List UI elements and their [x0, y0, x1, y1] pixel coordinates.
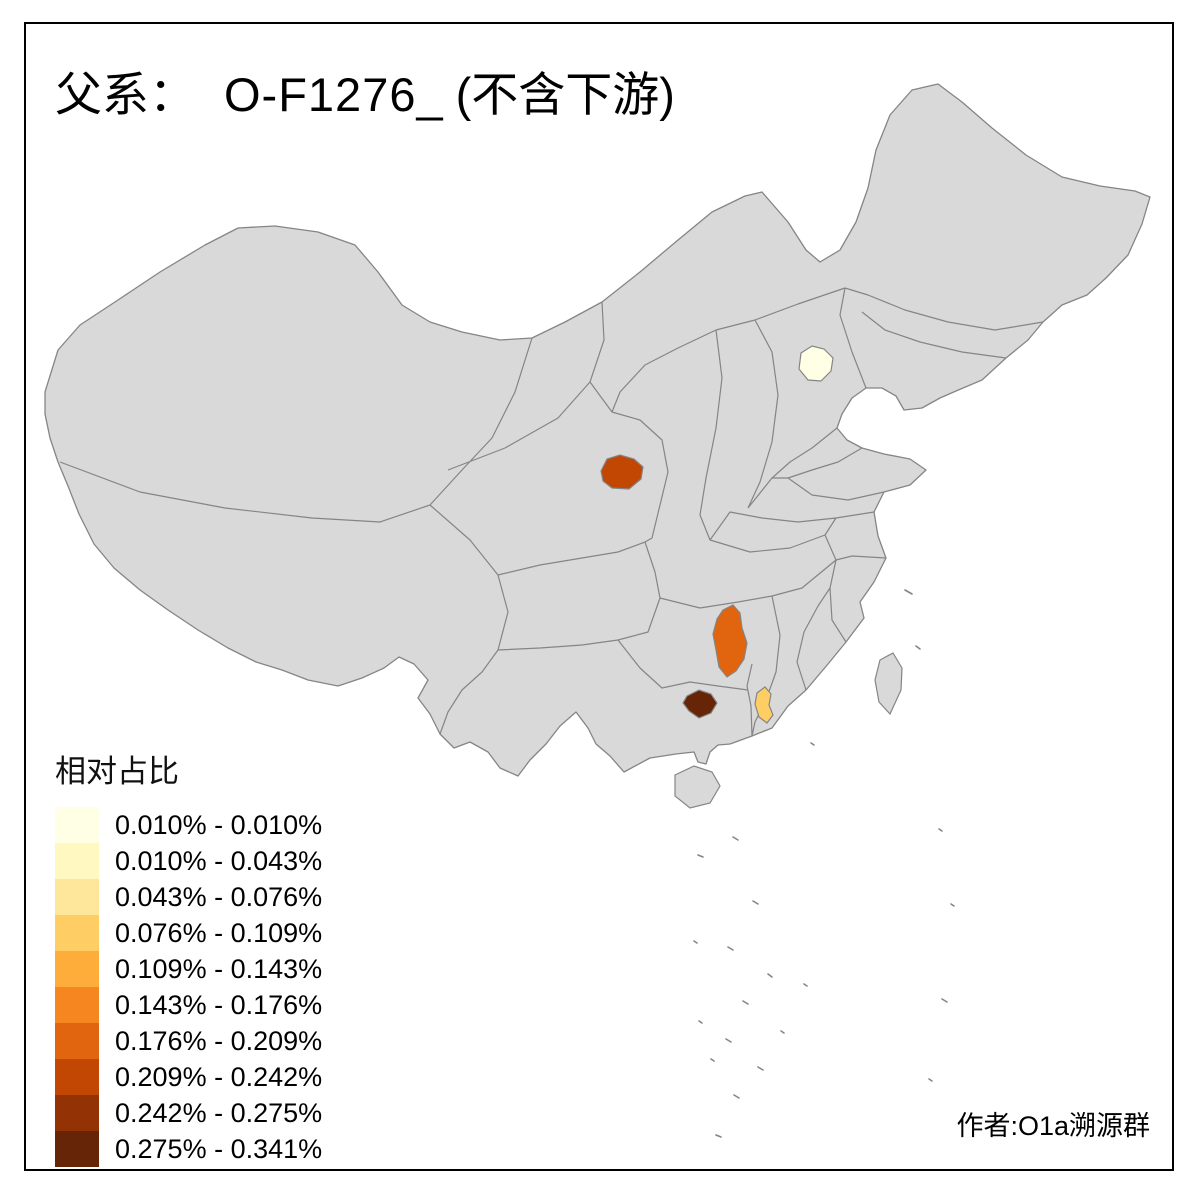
page-title: 父系： O-F1276_ (不含下游) [55, 56, 675, 125]
legend-row: 0.176% - 0.209% [55, 1023, 322, 1059]
legend-row: 0.109% - 0.143% [55, 951, 322, 987]
legend-color-swatch [55, 987, 99, 1023]
legend-range-label: 0.209% - 0.242% [115, 1062, 323, 1092]
region-ningxia-area [600, 454, 644, 490]
legend-range-label: 0.010% - 0.010% [115, 810, 323, 840]
legend-range-label: 0.010% - 0.043% [115, 846, 323, 876]
legend-row: 0.275% - 0.341% [55, 1131, 322, 1167]
title-haplogroup: O-F1276_ [224, 68, 444, 121]
legend-color-swatch [55, 1131, 99, 1167]
region-beijing [798, 345, 834, 382]
legend-range-label: 0.242% - 0.275% [115, 1098, 323, 1128]
legend-range-label: 0.109% - 0.143% [115, 954, 323, 984]
legend-row: 0.076% - 0.109% [55, 915, 322, 951]
legend-color-swatch [55, 879, 99, 915]
legend-range-label: 0.275% - 0.341% [115, 1134, 323, 1164]
title-prefix: 父系： [55, 68, 196, 121]
legend-color-swatch [55, 843, 99, 879]
legend-title: 相对占比 [55, 754, 179, 789]
legend-range-label: 0.043% - 0.076% [115, 882, 323, 912]
legend-color-swatch [55, 1059, 99, 1095]
title-suffix: (不含下游) [455, 68, 675, 121]
province-borders [59, 287, 1044, 737]
legend-row: 0.242% - 0.275% [55, 1095, 322, 1131]
china-mainland [44, 83, 1151, 777]
region-east-guangxi [682, 689, 718, 719]
legend-row: 0.043% - 0.076% [55, 879, 322, 915]
legend-row: 0.209% - 0.242% [55, 1059, 322, 1095]
legend-color-swatch [55, 1095, 99, 1131]
legend-row: 0.010% - 0.010% [55, 807, 322, 843]
legend-color-swatch [55, 951, 99, 987]
region-central-guangdong [754, 686, 774, 724]
legend-items: 0.010% - 0.010% 0.010% - 0.043% 0.043% - 0… [55, 807, 322, 1167]
legend-range-label: 0.143% - 0.176% [115, 990, 323, 1020]
south-china-sea-islands [693, 589, 955, 1138]
legend-range-label: 0.076% - 0.109% [115, 918, 323, 948]
legend: 相对占比 0.010% - 0.010% 0.010% - 0.043% 0.043… [55, 746, 322, 1167]
legend-color-swatch [55, 807, 99, 843]
legend-color-swatch [55, 1023, 99, 1059]
taiwan-island [874, 652, 903, 716]
legend-range-label: 0.176% - 0.209% [115, 1026, 323, 1056]
legend-row: 0.010% - 0.043% [55, 843, 322, 879]
region-central-hunan [712, 604, 748, 678]
hainan-island [674, 765, 721, 809]
legend-row: 0.143% - 0.176% [55, 987, 322, 1023]
attribution-text: 作者:O1a溯源群 [956, 1111, 1150, 1141]
legend-color-swatch [55, 915, 99, 951]
